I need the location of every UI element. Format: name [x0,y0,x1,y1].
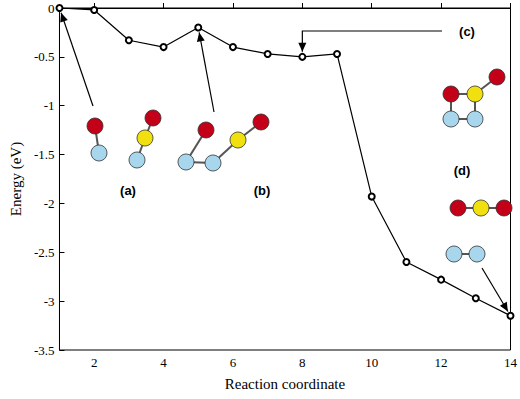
svg-text:0: 0 [48,1,55,16]
svg-text:6: 6 [230,355,237,370]
svg-text:(a): (a) [120,183,136,198]
svg-text:-1: -1 [44,98,55,113]
svg-text:8: 8 [299,355,306,370]
svg-text:(d): (d) [454,163,471,178]
svg-text:-3.5: -3.5 [34,343,55,358]
svg-text:-3: -3 [44,294,55,309]
svg-text:2: 2 [91,355,98,370]
svg-text:4: 4 [160,355,167,370]
svg-text:10: 10 [365,355,378,370]
svg-text:14: 14 [504,355,518,370]
svg-text:Reaction coordinate: Reaction coordinate [225,376,346,392]
svg-text:12: 12 [435,355,448,370]
svg-text:(c): (c) [459,24,475,39]
svg-text:Energy (eV): Energy (eV) [8,142,25,216]
svg-text:-1.5: -1.5 [34,147,55,162]
svg-text:-2: -2 [44,196,55,211]
svg-text:-0.5: -0.5 [34,49,55,64]
svg-text:-2.5: -2.5 [34,245,55,260]
svg-text:(b): (b) [254,183,271,198]
